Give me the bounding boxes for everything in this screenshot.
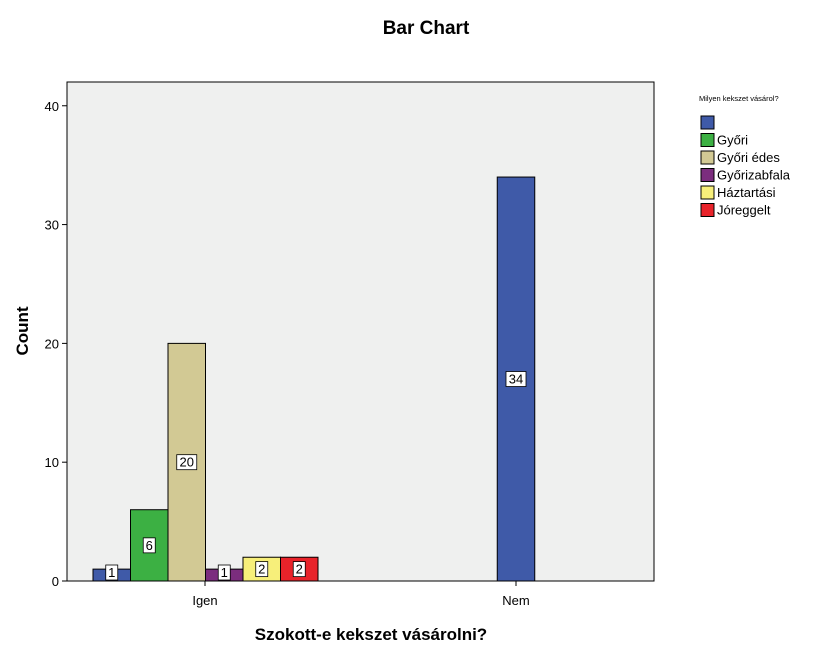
data-label: 2 [258, 562, 265, 577]
data-label-box [255, 561, 269, 578]
data-label-box [176, 454, 198, 471]
x-tick-label: Nem [502, 593, 529, 608]
legend-swatch [700, 185, 715, 200]
data-label-box [505, 371, 527, 387]
legend-swatch [700, 150, 715, 165]
y-tick-label: 0 [52, 574, 59, 589]
y-tick-label: 20 [45, 336, 59, 351]
data-label-box [105, 564, 119, 581]
legend-label: Győrizabfala [717, 168, 791, 183]
y-axis-label: Count [13, 306, 32, 355]
plot-area [66, 81, 655, 582]
y-axis: 0 10 20 30 40 [45, 99, 67, 589]
y-tick-label: 30 [45, 218, 59, 233]
data-label: 34 [509, 372, 523, 387]
data-label-box [292, 561, 306, 578]
legend-label: Jóreggelt [717, 203, 771, 218]
legend: Győri Győri édes Győrizabfala Háztartási Jór… [700, 115, 791, 218]
chart-title: Bar Chart [383, 18, 470, 39]
y-tick-label: 40 [45, 99, 59, 114]
data-label: 1 [221, 565, 228, 580]
legend-swatch [700, 133, 715, 147]
data-label: 2 [296, 562, 303, 577]
data-label: 6 [146, 538, 153, 553]
legend-label: Háztartási [717, 185, 776, 200]
x-axis-label: Szokott-e kekszet vásárolni? [255, 625, 487, 644]
legend-swatch [700, 203, 715, 217]
legend-swatch [700, 115, 715, 130]
data-label-box [142, 537, 156, 554]
legend-label: Győri édes [717, 150, 780, 165]
legend-swatch [700, 168, 715, 182]
x-tick-label: Igen [192, 593, 217, 608]
data-label: 1 [108, 565, 115, 580]
data-label: 20 [180, 455, 194, 470]
legend-title: Milyen kekszet vásárol? [699, 94, 779, 103]
data-label-box [217, 564, 231, 581]
x-axis: Igen Nem [192, 581, 530, 608]
y-tick-label: 10 [45, 455, 59, 470]
bars: 1 6 20 1 2 2 34 [92, 176, 536, 582]
legend-label: Győri [717, 133, 748, 148]
